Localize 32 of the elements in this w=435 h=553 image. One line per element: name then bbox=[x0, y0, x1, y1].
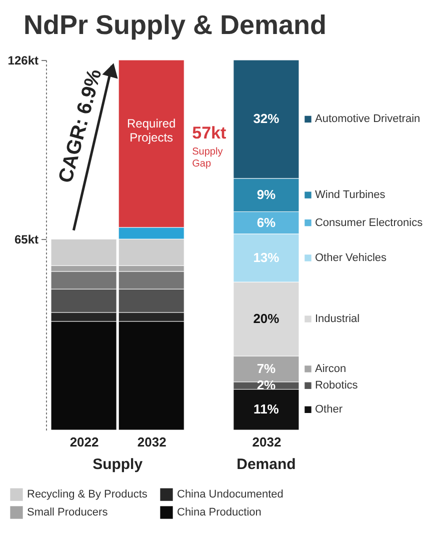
x-tick-label: 2032 bbox=[252, 434, 282, 450]
annotation: 57kt bbox=[192, 124, 226, 143]
legend-label: Consumer Electronics bbox=[314, 216, 424, 229]
annotation: CAGR: 6.9% bbox=[54, 66, 106, 186]
legend-label: China Undocumented bbox=[177, 488, 284, 501]
legend-label: China Production bbox=[177, 506, 262, 518]
data-label: 20% bbox=[253, 311, 280, 326]
legend-label: Small Producers bbox=[27, 506, 108, 518]
x-tick-label: 2032 bbox=[137, 434, 166, 450]
data-label: 2% bbox=[256, 378, 276, 393]
data-label: 32% bbox=[253, 111, 280, 126]
data-label: 13% bbox=[253, 250, 280, 265]
legend-label: Other Vehicles bbox=[314, 252, 388, 264]
legend-label: Industrial bbox=[314, 313, 360, 325]
legend-label: Aircon bbox=[314, 362, 346, 375]
annotation: Supply Gap bbox=[192, 146, 223, 170]
legend-label: Wind Turbines bbox=[314, 189, 386, 202]
data-label: 11% bbox=[254, 402, 280, 417]
y-tick-label: 65kt bbox=[14, 232, 38, 247]
legend-label: Other bbox=[314, 404, 343, 416]
text: Supply bbox=[92, 456, 144, 473]
chart-title: NdPr Supply & Demand bbox=[23, 10, 327, 40]
legend-label: Robotics bbox=[314, 380, 358, 392]
legend-label: Automotive Drivetrain bbox=[314, 113, 420, 126]
series-label: Required Projects bbox=[127, 116, 176, 145]
y-tick-label: 126kt bbox=[8, 54, 38, 68]
data-label: 9% bbox=[256, 187, 276, 202]
legend-label: Recycling & By Products bbox=[27, 488, 148, 501]
text: Demand bbox=[236, 456, 296, 473]
data-label: 6% bbox=[256, 214, 276, 230]
x-tick-label: 2022 bbox=[70, 434, 99, 450]
data-label: 7% bbox=[256, 360, 276, 376]
